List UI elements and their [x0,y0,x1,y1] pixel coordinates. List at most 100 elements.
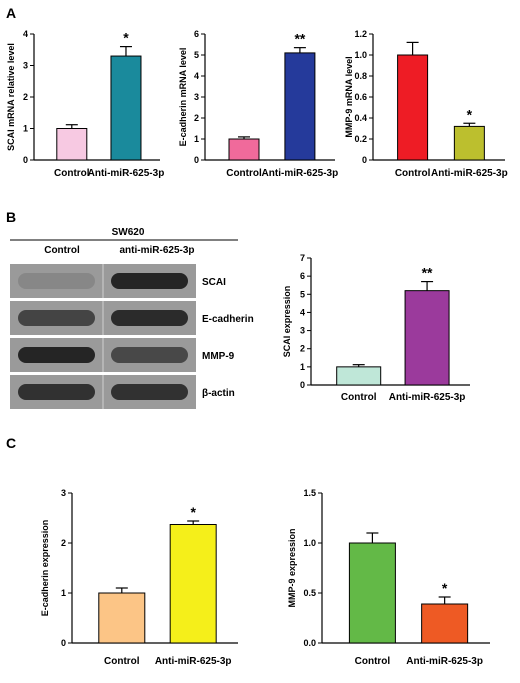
y-axis-label: SCAI expression [282,286,292,358]
blot-band-label: E-cadherin [202,314,254,325]
category-label: Control [395,168,431,179]
y-tick-label: 0 [300,380,305,390]
bar-anti-mir [110,55,142,161]
y-tick-label: 0 [362,155,367,165]
panel-label-a: A [6,5,16,21]
y-tick-label: 1 [194,134,199,144]
category-label: Anti-miR-625-3p [431,168,508,179]
bar-control [397,54,429,161]
bar-control [348,542,396,644]
blot-band [111,347,188,363]
y-tick-label: 3 [300,326,305,336]
blot-row: MMP-9 [10,338,235,372]
y-tick-label: 1.0 [354,50,367,60]
bar-anti-mir [284,52,316,161]
blot-band-label: MMP-9 [202,351,235,362]
bar-anti-mir [404,290,450,386]
blot-band [18,273,95,289]
ecadherin-expression-chart: 0 1 2 3 E-cadherin expression Control * Anti-mi… [40,488,238,667]
significance-marker: * [442,580,448,596]
significance-marker: * [123,30,129,46]
category-label: Control [226,168,262,179]
category-label: Anti-miR-625-3p [262,168,339,179]
blot-band-label: β-actin [202,388,235,399]
significance-marker: * [190,504,196,520]
bar-control [228,138,260,161]
panel-label-c: C [6,435,16,451]
y-tick-label: 1 [23,124,28,134]
category-label: Anti-miR-625-3p [88,168,165,179]
y-tick-label: 1 [300,362,305,372]
y-tick-label: 2 [194,113,199,123]
blot-band-label: SCAI [202,277,226,288]
y-tick-label: 1.0 [303,538,316,548]
y-tick-label: 3 [61,488,66,498]
blot-cell-line: SW620 [112,227,145,238]
category-label: Anti-miR-625-3p [406,656,483,667]
y-tick-label: 5 [194,50,199,60]
blot-band [111,310,188,326]
scai-expression-chart: 0 1 2 3 4 5 6 7 SCAI expression Control ** Anti-miR… [282,253,470,403]
y-tick-label: 0 [194,155,199,165]
blot-band [18,384,95,400]
blot-row: β-actin [10,375,235,409]
category-label: Control [104,656,140,667]
blot-lane-control: Control [44,245,80,256]
y-tick-label: 4 [194,71,199,81]
bar-control [56,128,88,161]
bar-anti-mir [169,524,217,644]
significance-marker: * [467,106,473,122]
bar-anti-mir [453,125,485,161]
y-axis-label: MMP-9 expression [287,528,297,607]
y-tick-label: 0 [23,155,28,165]
blot-row: SCAI [10,264,226,298]
ecadherin-mrna-chart: 0 1 2 3 4 5 6 E-cadherin mRNA level Control ** Ant… [178,29,338,179]
y-tick-label: 6 [300,271,305,281]
y-tick-label: 0.0 [303,638,316,648]
y-tick-label: 0.2 [354,134,367,144]
y-tick-label: 0.8 [354,71,367,81]
y-tick-label: 2 [300,344,305,354]
scai-mrna-chart: 0 1 2 3 4 SCAI mRNA relative level Control * Ant… [6,29,164,179]
y-tick-label: 7 [300,253,305,263]
category-label: Anti-miR-625-3p [389,392,466,403]
y-tick-label: 4 [23,29,28,39]
y-axis-label: E-cadherin mRNA level [178,48,188,147]
y-tick-label: 0.6 [354,92,367,102]
y-tick-label: 5 [300,289,305,299]
category-label: Control [341,392,377,403]
y-tick-label: 6 [194,29,199,39]
blot-band [111,384,188,400]
y-tick-label: 4 [300,307,305,317]
category-label: Control [54,168,90,179]
blot-lane-anti-mir: anti-miR-625-3p [119,245,194,256]
y-tick-label: 1.2 [354,29,367,39]
y-axis-label: E-cadherin expression [40,520,50,617]
y-axis-label: MMP-9 mRNA level [344,56,354,137]
y-tick-label: 3 [194,92,199,102]
category-label: Anti-miR-625-3p [155,656,232,667]
bar-control [98,592,146,644]
western-blot: SW620 Control anti-miR-625-3p SCAI E-cadh… [10,227,254,409]
y-tick-label: 1 [61,588,66,598]
y-tick-label: 1.5 [303,488,316,498]
category-label: Control [355,656,391,667]
bar-control [336,366,382,386]
y-tick-label: 2 [23,92,28,102]
blot-band [111,273,188,289]
y-tick-label: 0 [61,638,66,648]
y-tick-label: 3 [23,61,28,71]
bar-anti-mir [421,603,469,644]
mmp9-expression-chart: 0.0 0.5 1.0 1.5 MMP-9 expression Control * Anti… [287,488,490,667]
y-tick-label: 2 [61,538,66,548]
blot-band [18,310,95,326]
blot-row: E-cadherin [10,301,254,335]
significance-marker: ** [294,31,305,47]
blot-band [18,347,95,363]
y-tick-label: 0.5 [303,588,316,598]
y-tick-label: 0.4 [354,113,367,123]
y-axis-label: SCAI mRNA relative level [6,43,16,151]
mmp9-mrna-chart: 0 0.2 0.4 0.6 0.8 1.0 1.2 MMP-9 mRNA level Contr… [344,29,508,179]
significance-marker: ** [422,265,433,281]
